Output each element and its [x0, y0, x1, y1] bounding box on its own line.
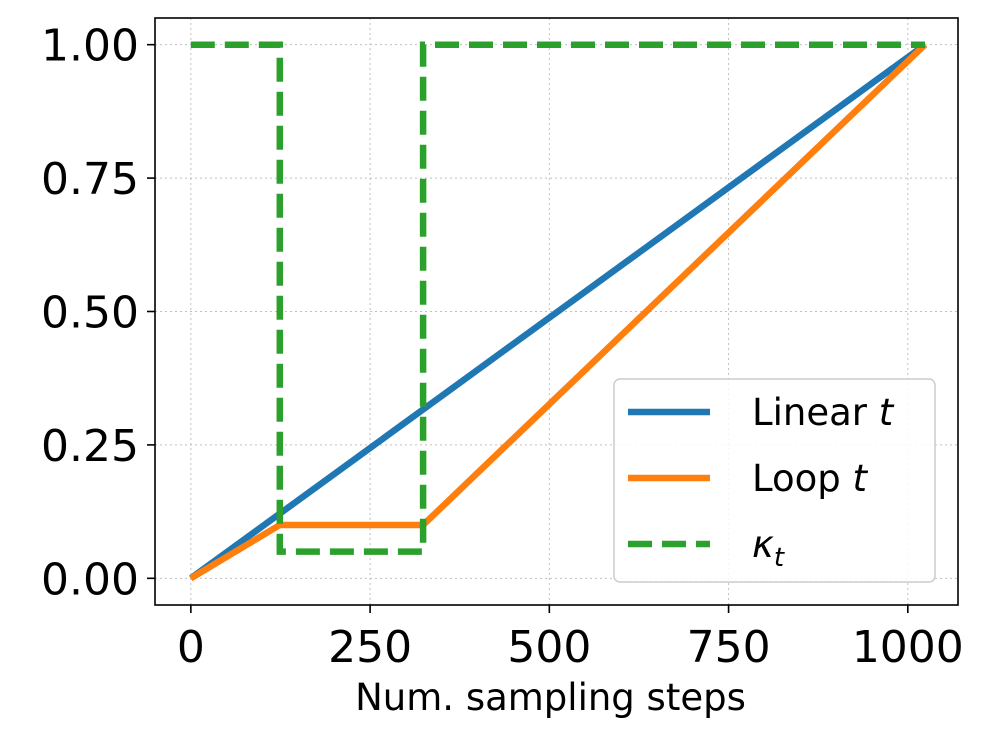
y-tick-label-4: 1.00: [41, 21, 139, 72]
x-tick-label-2: 500: [507, 622, 591, 673]
x-tick-label-4: 1000: [852, 622, 964, 673]
x-tick-label-3: 750: [687, 622, 771, 673]
x-axis-label: Num. sampling steps: [355, 676, 746, 719]
plot-area: [188, 41, 928, 582]
x-tick-label-1: 250: [328, 622, 412, 673]
x-tick-label-0: 0: [177, 622, 205, 673]
series-line-0: [188, 42, 927, 581]
y-tick-label-3: 0.75: [41, 154, 139, 205]
x-axis: 0 250 500 750 1000: [177, 605, 964, 673]
legend-box: [613, 378, 936, 583]
legend-label-1: Loop t: [752, 457, 869, 500]
legend-label-2: κt: [752, 523, 785, 573]
y-tick-label-2: 0.50: [41, 288, 139, 339]
y-tick-label-1: 0.25: [41, 421, 139, 472]
y-axis: 0.00 0.25 0.50 0.75 1.00: [41, 21, 155, 605]
legend: Linear t Loop t κt: [613, 378, 936, 583]
legend-label-0: Linear t: [752, 391, 895, 434]
series-line-1: [189, 42, 928, 582]
series-line-2: [190, 41, 925, 555]
y-tick-label-0: 0.00: [41, 554, 139, 605]
